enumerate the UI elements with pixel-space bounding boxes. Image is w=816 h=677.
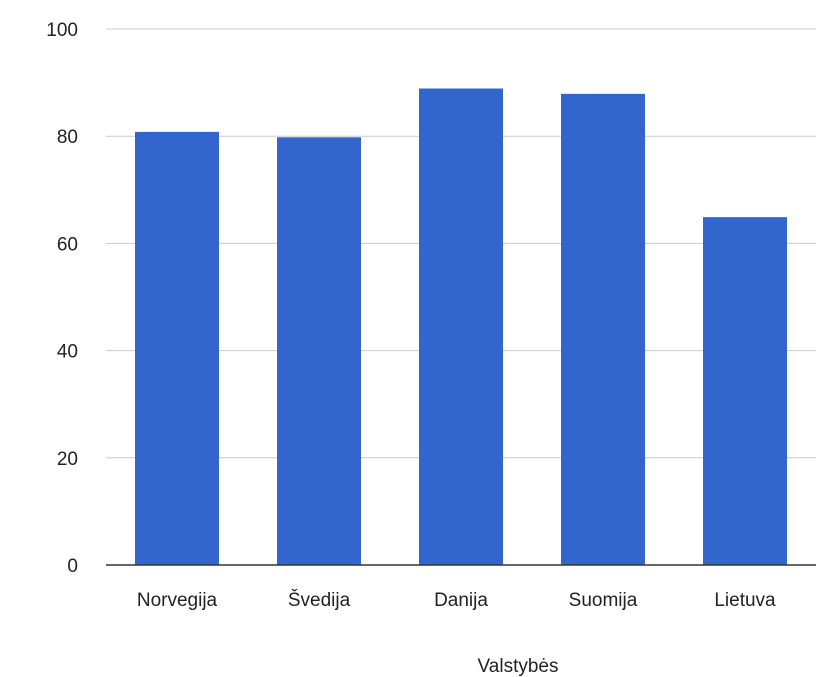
x-tick-label: Norvegija xyxy=(137,590,218,611)
bar-lietuva xyxy=(703,217,787,566)
x-tick-label: Švedija xyxy=(288,589,351,611)
x-axis-tick-labels: Norvegija Švedija Danija Suomija Lietuva xyxy=(137,589,776,611)
bars xyxy=(135,88,787,566)
x-tick-label: Lietuva xyxy=(714,590,776,611)
y-tick-label: 20 xyxy=(57,449,78,470)
bar-danija xyxy=(419,88,503,565)
bar-suomija xyxy=(561,93,645,565)
x-tick-label: Suomija xyxy=(569,590,638,611)
bar-švedija xyxy=(277,137,361,565)
y-tick-label: 0 xyxy=(67,556,78,577)
y-axis-tick-labels: 0 20 40 60 80 100 xyxy=(46,20,78,577)
y-tick-label: 40 xyxy=(57,342,78,363)
x-axis-title: Valstybės xyxy=(478,656,559,677)
y-tick-label: 60 xyxy=(57,234,78,255)
y-tick-label: 80 xyxy=(57,127,78,148)
bar-norvegija xyxy=(135,131,219,566)
x-tick-label: Danija xyxy=(434,590,488,611)
y-tick-label: 100 xyxy=(46,20,78,41)
